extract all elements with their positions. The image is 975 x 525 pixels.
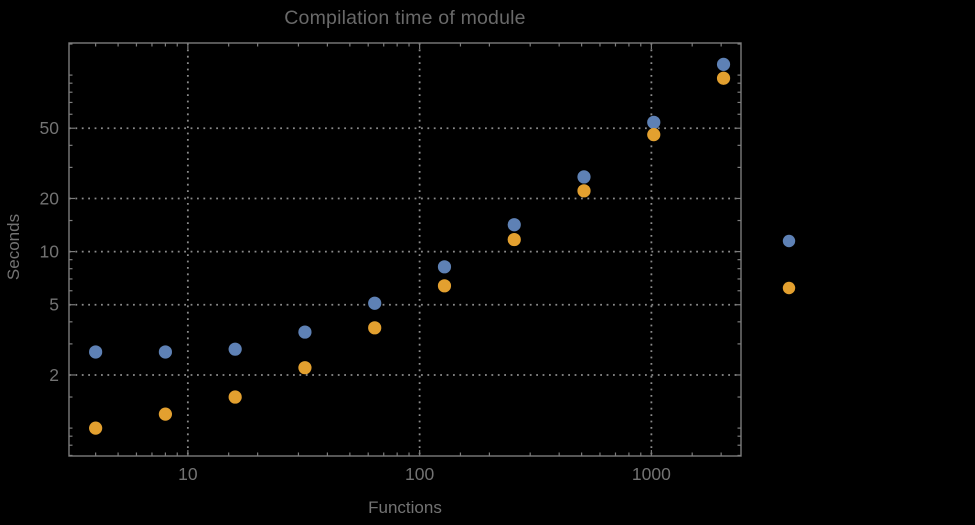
data-point-series-blue (647, 115, 661, 129)
data-point-series-orange (577, 184, 591, 198)
data-point-series-orange (437, 279, 452, 293)
y-axis-label: Seconds (4, 213, 23, 281)
data-point-series-orange (507, 232, 521, 247)
data-point-series-blue (298, 325, 312, 339)
y-tick-label: 20 (40, 188, 60, 208)
data-point-series-orange (228, 390, 242, 404)
plot-frame (68, 42, 742, 457)
y-tick-label: 50 (40, 118, 60, 138)
data-point-series-orange (89, 421, 103, 435)
data-point-series-blue (368, 296, 382, 310)
data-point-series-blue (577, 170, 591, 184)
x-tick-label: 10 (178, 464, 198, 484)
data-point-series-orange (716, 71, 731, 85)
y-tick-label: 10 (40, 242, 60, 262)
legend-marker-2 (782, 281, 796, 295)
x-tick-label: 100 (405, 464, 434, 484)
data-point-series-orange (298, 361, 312, 375)
data-point-series-orange (158, 407, 173, 421)
data-point-series-blue (158, 345, 173, 359)
data-point-series-orange (647, 128, 661, 142)
y-tick-label: 2 (49, 365, 59, 385)
data-point-series-orange (368, 321, 382, 335)
chart-title: Compilation time of module (284, 7, 526, 29)
y-tick-label: 5 (49, 295, 59, 315)
data-point-series-blue (228, 342, 242, 356)
data-point-series-blue (507, 218, 521, 232)
data-point-series-blue (716, 57, 731, 71)
x-axis-label: Functions (368, 498, 442, 517)
legend-marker-1 (782, 234, 796, 248)
x-tick-label: 1000 (632, 464, 671, 484)
data-point-series-blue (89, 345, 103, 359)
data-point-series-blue (437, 260, 452, 274)
